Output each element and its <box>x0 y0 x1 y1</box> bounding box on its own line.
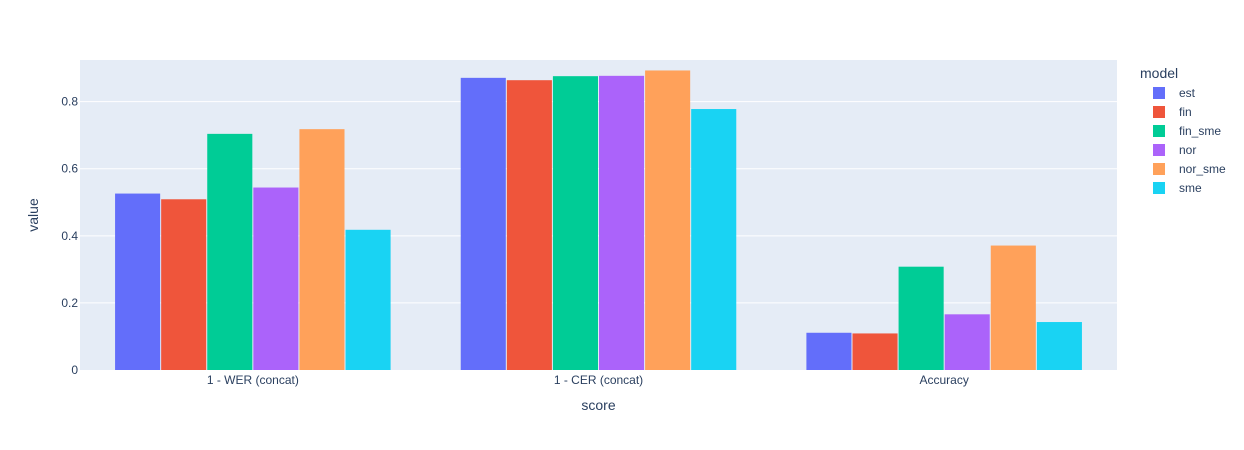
bar-sme <box>691 109 737 370</box>
bar-nor <box>253 187 299 370</box>
y-tick-label: 0 <box>71 363 78 377</box>
legend-title: model <box>1140 65 1178 81</box>
x-axis-title: score <box>581 397 615 413</box>
y-tick-labels: 0 0.2 0.4 0.6 0.8 <box>61 95 78 377</box>
bar-fin_sme <box>207 133 253 370</box>
bar-fin <box>161 199 207 370</box>
legend-item-fin_sme[interactable]: fin_sme <box>1153 124 1221 138</box>
legend-item-nor_sme[interactable]: nor_sme <box>1153 162 1226 176</box>
legend-item-nor[interactable]: nor <box>1153 143 1196 157</box>
x-tick-label: 1 - WER (concat) <box>207 373 299 387</box>
legend-label: fin_sme <box>1179 124 1221 138</box>
x-tick-label: 1 - CER (concat) <box>554 373 643 387</box>
bar-nor_sme <box>645 70 691 370</box>
bar-nor <box>944 314 990 370</box>
bar-sme <box>345 229 391 370</box>
x-tick-label: Accuracy <box>919 373 968 387</box>
legend-swatch <box>1153 87 1165 99</box>
legend-swatch <box>1153 163 1165 175</box>
bar-nor_sme <box>990 245 1036 370</box>
legend-label: nor <box>1179 143 1196 157</box>
bar-fin_sme <box>898 266 944 370</box>
bar-nor <box>599 75 645 371</box>
legend-swatch <box>1153 182 1165 194</box>
x-tick-labels: 1 - WER (concat) 1 - CER (concat) Accuracy <box>207 373 969 387</box>
y-gridlines <box>80 101 1117 304</box>
legend-label: est <box>1179 86 1196 100</box>
bars <box>115 70 1082 371</box>
bar-fin <box>852 333 898 370</box>
legend-item-fin[interactable]: fin <box>1153 105 1192 119</box>
legend-swatch <box>1153 125 1165 137</box>
bar-fin <box>506 80 552 370</box>
legend-label: sme <box>1179 181 1202 195</box>
bar-est <box>115 193 161 370</box>
y-tick-label: 0.4 <box>61 229 78 243</box>
bar-nor_sme <box>299 129 345 370</box>
y-tick-label: 0.2 <box>61 296 78 310</box>
legend-swatch <box>1153 144 1165 156</box>
legend-swatch <box>1153 106 1165 118</box>
bar-est <box>806 332 852 370</box>
legend-label: fin <box>1179 105 1192 119</box>
legend-label: nor_sme <box>1179 162 1226 176</box>
plot-area <box>80 60 1117 370</box>
bar-sme <box>1036 322 1082 370</box>
y-tick-label: 0.8 <box>61 95 78 109</box>
y-axis-title: value <box>25 198 41 232</box>
bar-est <box>460 77 506 371</box>
legend-item-est[interactable]: est <box>1153 86 1196 100</box>
legend-item-sme[interactable]: sme <box>1153 181 1202 195</box>
bar-fin_sme <box>552 76 598 371</box>
y-tick-label: 0.6 <box>61 162 78 176</box>
